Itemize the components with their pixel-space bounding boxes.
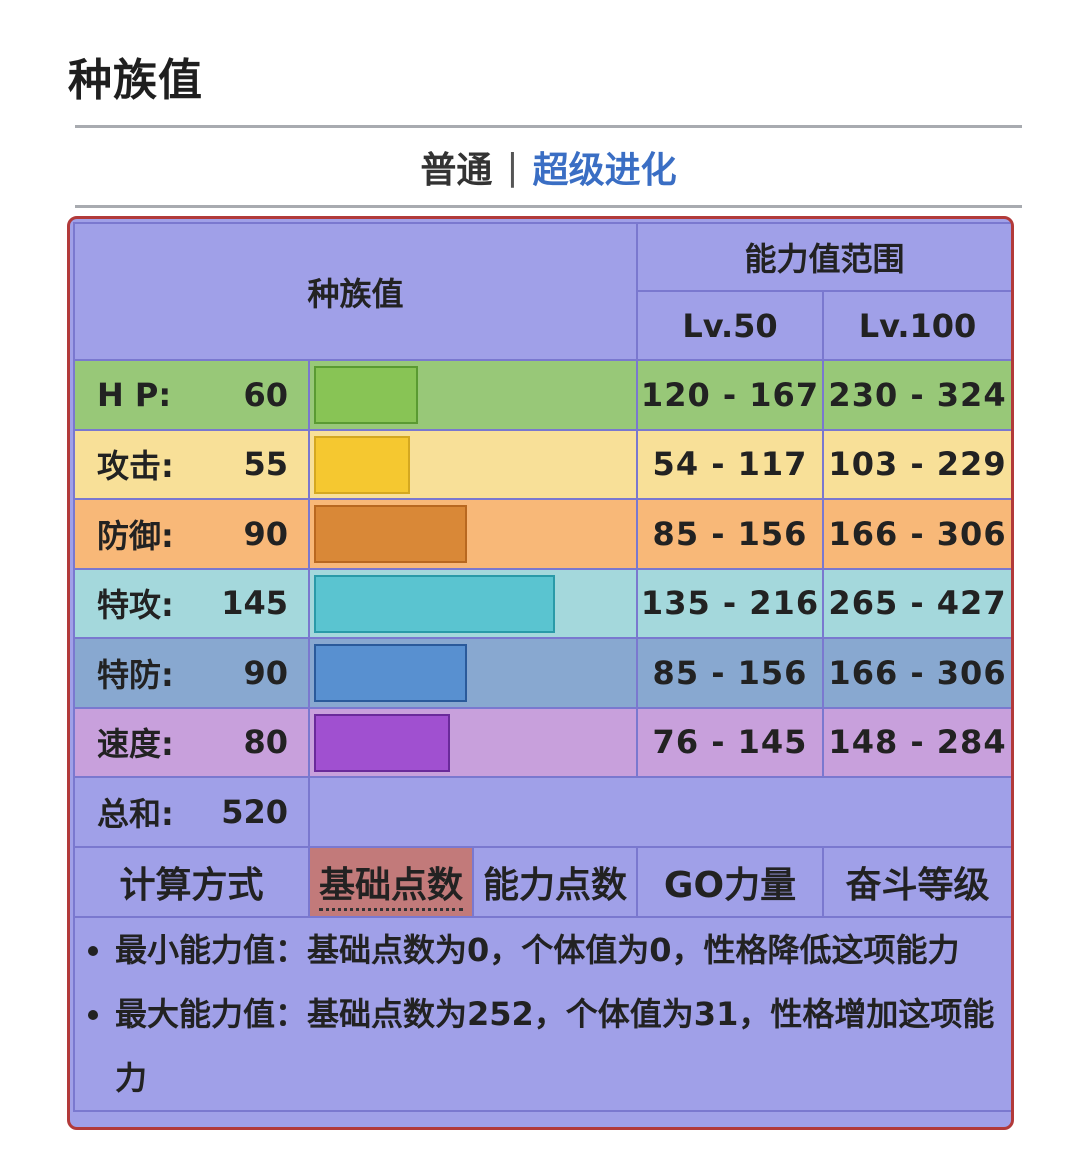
stat-range-lv50: 85 - 156 bbox=[636, 498, 824, 570]
stat-label-cell: 特防: 90 bbox=[73, 637, 310, 709]
stat-bar-cell bbox=[308, 359, 638, 431]
stat-name: 特防: bbox=[97, 655, 174, 694]
tab-separator: | bbox=[506, 146, 519, 188]
stat-label-cell: 特攻: 145 bbox=[73, 567, 310, 639]
stat-bar bbox=[314, 644, 467, 702]
stat-name: 速度: bbox=[97, 725, 174, 764]
stat-range-lv100: 166 - 306 bbox=[821, 637, 1011, 709]
stat-bar bbox=[314, 574, 555, 633]
stat-row: 速度: 80 76 - 145 148 - 284 bbox=[73, 706, 1011, 778]
stat-value: 90 bbox=[243, 653, 288, 692]
stat-value: 80 bbox=[243, 723, 288, 762]
lv50-header: Lv.50 bbox=[636, 290, 824, 361]
base-stats-panel: 种族值 能力值范围 Lv.50 Lv.100 H P: 60 120 - 167 23… bbox=[67, 216, 1014, 1130]
stat-row: 特攻: 145 135 - 216 265 - 427 bbox=[73, 567, 1011, 639]
base-stats-header: 种族值 bbox=[73, 222, 638, 361]
stat-range-lv100: 148 - 284 bbox=[821, 706, 1011, 778]
stat-row: 攻击: 55 54 - 117 103 - 229 bbox=[73, 428, 1011, 500]
stat-range-lv50: 135 - 216 bbox=[636, 567, 824, 639]
form-tabs: 普通 | 超级进化 bbox=[75, 132, 1022, 202]
note-max: 最大能力值：基础点数为252，个体值为31，性格增加这项能力 bbox=[115, 982, 1011, 1110]
stat-bar-cell bbox=[308, 567, 638, 639]
calc-option-effort-level[interactable]: 奋斗等级 bbox=[821, 845, 1011, 918]
tab-normal[interactable]: 普通 bbox=[420, 150, 493, 191]
stat-bar bbox=[314, 505, 467, 563]
stat-row: H P: 60 120 - 167 230 - 324 bbox=[73, 359, 1011, 431]
calc-option-go-power[interactable]: GO力量 bbox=[636, 845, 824, 918]
stat-range-lv50: 54 - 117 bbox=[636, 428, 824, 500]
stat-range-lv100: 166 - 306 bbox=[821, 498, 1011, 570]
stat-value: 55 bbox=[243, 445, 288, 484]
stat-bar-cell bbox=[308, 637, 638, 709]
stat-bar-cell bbox=[308, 706, 638, 778]
calc-option-base-points[interactable]: 基础点数 bbox=[308, 845, 474, 918]
total-label: 总和: bbox=[97, 794, 174, 833]
base-stats-table: 种族值 能力值范围 Lv.50 Lv.100 H P: 60 120 - 167 23… bbox=[72, 222, 1011, 1112]
stat-range-lv100: 230 - 324 bbox=[821, 359, 1011, 431]
divider-bottom bbox=[75, 205, 1022, 208]
notes-list: 最小能力值：基础点数为0，个体值为0，性格降低这项能力 最大能力值：基础点数为2… bbox=[75, 918, 1011, 1110]
divider-top bbox=[75, 125, 1022, 128]
stat-value: 145 bbox=[221, 584, 288, 623]
stat-bar bbox=[314, 366, 418, 424]
stat-label-cell: H P: 60 bbox=[73, 359, 310, 431]
stat-name: 防御: bbox=[97, 516, 174, 555]
stat-range-header: 能力值范围 bbox=[635, 222, 1011, 292]
stat-label-cell: 攻击: 55 bbox=[73, 428, 310, 500]
stat-range-lv100: 103 - 229 bbox=[821, 428, 1011, 500]
stat-name: H P: bbox=[97, 375, 172, 414]
total-cell: 总和: 520 bbox=[73, 776, 310, 848]
stat-value: 60 bbox=[243, 375, 288, 414]
calc-option-stat-points[interactable]: 能力点数 bbox=[472, 845, 638, 918]
stat-label-cell: 速度: 80 bbox=[73, 706, 310, 778]
tab-mega-evolution[interactable]: 超级进化 bbox=[532, 150, 677, 191]
stat-bar bbox=[314, 713, 450, 772]
stat-value: 90 bbox=[243, 514, 288, 553]
note-min: 最小能力值：基础点数为0，个体值为0，性格降低这项能力 bbox=[115, 918, 1011, 982]
total-value: 520 bbox=[221, 792, 288, 831]
notes-cell: 最小能力值：基础点数为0，个体值为0，性格降低这项能力 最大能力值：基础点数为2… bbox=[72, 915, 1011, 1112]
stat-range-lv50: 76 - 145 bbox=[636, 706, 824, 778]
stat-row: 防御: 90 85 - 156 166 - 306 bbox=[73, 498, 1011, 570]
stat-row: 特防: 90 85 - 156 166 - 306 bbox=[73, 637, 1011, 709]
stat-name: 特攻: bbox=[97, 586, 174, 625]
stat-label-cell: 防御: 90 bbox=[73, 498, 310, 570]
stat-name: 攻击: bbox=[97, 447, 174, 486]
stat-bar-cell bbox=[308, 498, 638, 570]
lv100-header: Lv.100 bbox=[821, 290, 1011, 361]
page-title: 种族值 bbox=[68, 55, 203, 106]
stat-bar bbox=[314, 435, 410, 494]
stat-range-lv50: 120 - 167 bbox=[636, 359, 824, 431]
stat-range-lv100: 265 - 427 bbox=[821, 567, 1011, 639]
calc-method-label: 计算方式 bbox=[73, 845, 310, 918]
stat-bar-cell bbox=[308, 428, 638, 500]
total-filler bbox=[307, 776, 1011, 848]
stat-range-lv50: 85 - 156 bbox=[636, 637, 824, 709]
